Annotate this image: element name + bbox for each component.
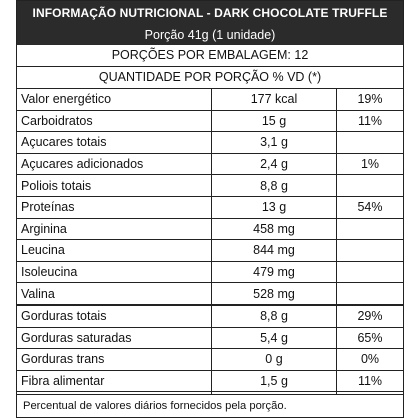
table-row: Gorduras saturadas 5,4 g 65% — [17, 327, 403, 350]
nutrient-amount: 2,4 g — [211, 153, 337, 176]
nutrient-name: Gorduras saturadas — [17, 327, 212, 350]
nutrient-daily-value: 19% — [336, 89, 403, 111]
nutrient-daily-value: 11% — [336, 370, 403, 393]
table-row: Arginina 458 mg — [17, 218, 403, 241]
quantity-per-portion-header: QUANTIDADE POR PORÇÃO % VD (*) — [17, 67, 403, 89]
nutrient-amount: 8,8 g — [211, 174, 337, 197]
nutrient-amount: 458 mg — [211, 218, 337, 241]
nutrient-amount: 5,4 g — [211, 327, 337, 350]
nutrient-name: Leucina — [17, 239, 212, 262]
nutrient-amount: 479 mg — [211, 261, 337, 284]
nutrient-table: Valor energético 177 kcal 19% Carboidratos 1… — [17, 89, 403, 414]
nutrient-name: Gorduras totais — [17, 304, 212, 328]
nutrient-amount: 13 g — [211, 196, 337, 219]
nutrient-name: Valor energético — [17, 89, 212, 111]
nutrient-daily-value: 29% — [336, 304, 403, 328]
nutrient-daily-value: 11% — [336, 110, 403, 133]
nutrient-daily-value — [336, 218, 403, 241]
table-row: Açucares adicionados 2,4 g 1% — [17, 153, 403, 176]
nutrient-name: Poliois totais — [17, 174, 212, 197]
nutrition-label: INFORMAÇÃO NUTRICIONAL - DARK CHOCOLATE … — [16, 0, 404, 418]
nutrient-name: Arginina — [17, 218, 212, 241]
table-row: Poliois totais 8,8 g — [17, 174, 403, 197]
nutrient-daily-value: 54% — [336, 196, 403, 219]
nutrient-amount: 844 mg — [211, 239, 337, 262]
nutrient-name: Isoleucina — [17, 261, 212, 284]
servings-per-package: PORÇÕES POR EMBALAGEM: 12 — [17, 45, 403, 67]
nutrient-daily-value — [336, 174, 403, 197]
nutrient-daily-value: 65% — [336, 327, 403, 350]
table-row: Proteínas 13 g 54% — [17, 196, 403, 219]
nutrient-amount: 177 kcal — [211, 89, 337, 111]
table-row: Açucares totais 3,1 g — [17, 131, 403, 154]
table-row: Fibra alimentar 1,5 g 11% — [17, 370, 403, 393]
footer-note: Percentual de valores diários fornecidos… — [17, 394, 403, 417]
table-row: Leucina 844 mg — [17, 239, 403, 262]
nutrient-amount: 8,8 g — [211, 304, 337, 328]
table-row: Gorduras trans 0 g 0% — [17, 348, 403, 371]
label-title: INFORMAÇÃO NUTRICIONAL - DARK CHOCOLATE … — [17, 1, 403, 25]
nutrient-daily-value — [336, 239, 403, 262]
nutrient-name: Valina — [17, 282, 212, 306]
nutrient-amount: 528 mg — [211, 282, 337, 306]
nutrient-name: Açucares adicionados — [17, 153, 212, 176]
nutrient-daily-value: 1% — [336, 153, 403, 176]
nutrient-amount: 15 g — [211, 110, 337, 133]
nutrient-daily-value — [336, 261, 403, 284]
nutrient-name: Carboidratos — [17, 110, 212, 133]
nutrient-name: Proteínas — [17, 196, 212, 219]
nutrient-daily-value — [336, 282, 403, 306]
table-row: Carboidratos 15 g 11% — [17, 110, 403, 133]
table-row: Isoleucina 479 mg — [17, 261, 403, 284]
table-row: Valina 528 mg — [17, 282, 403, 306]
nutrient-daily-value — [336, 131, 403, 154]
nutrient-name: Fibra alimentar — [17, 370, 212, 393]
portion-size: Porção 41g (1 unidade) — [17, 25, 403, 45]
nutrient-daily-value: 0% — [336, 348, 403, 371]
nutrient-name: Açucares totais — [17, 131, 212, 154]
nutrient-amount: 1,5 g — [211, 370, 337, 393]
table-row: Gorduras totais 8,8 g 29% — [17, 304, 403, 328]
table-row: Valor energético 177 kcal 19% — [17, 89, 403, 111]
nutrient-name: Gorduras trans — [17, 348, 212, 371]
nutrient-amount: 3,1 g — [211, 131, 337, 154]
nutrient-amount: 0 g — [211, 348, 337, 371]
